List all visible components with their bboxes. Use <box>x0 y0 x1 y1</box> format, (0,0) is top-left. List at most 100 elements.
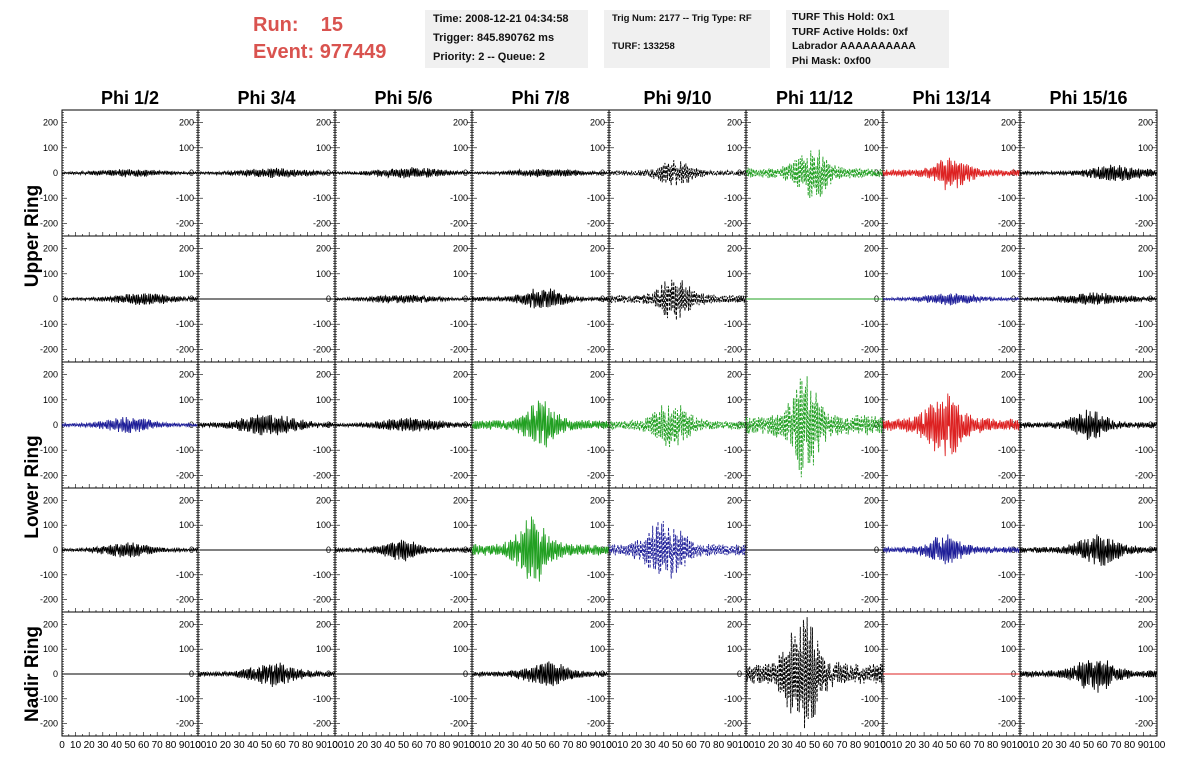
y-tick-label: 100 <box>43 269 58 279</box>
y-tick-label: 200 <box>1138 244 1153 254</box>
y-tick-label: 200 <box>453 370 468 380</box>
y-tick-label: 100 <box>43 644 58 654</box>
y-tick-label: -100 <box>313 445 331 455</box>
waveform-trace <box>471 168 610 178</box>
y-tick-label: 200 <box>727 495 742 505</box>
y-tick-label: 200 <box>1138 495 1153 505</box>
y-tick-label: 0 <box>737 168 742 178</box>
y-tick-label: -100 <box>40 570 58 580</box>
y-tick-label: -200 <box>861 344 879 354</box>
waveform-trace <box>334 417 473 432</box>
y-tick-label: 200 <box>590 118 605 128</box>
y-tick-label: 200 <box>453 244 468 254</box>
waveform-trace <box>334 167 473 179</box>
y-tick-label: 0 <box>737 545 742 555</box>
y-tick-label: 100 <box>864 520 879 530</box>
waveform-trace <box>1019 534 1158 566</box>
y-tick-label: 200 <box>727 118 742 128</box>
waveform-trace <box>197 414 336 436</box>
time-info-box: Time: 2008-12-21 04:34:58 Trigger: 845.8… <box>425 10 588 68</box>
y-tick-label: 200 <box>179 619 194 629</box>
y-tick-label: 100 <box>864 395 879 405</box>
y-tick-label: 100 <box>590 395 605 405</box>
y-tick-label: -200 <box>313 595 331 605</box>
y-tick-label: -200 <box>450 719 468 729</box>
y-tick-label: 100 <box>453 395 468 405</box>
waveform-trace <box>334 294 473 304</box>
waveform-trace <box>882 393 1021 457</box>
y-tick-label: 100 <box>727 143 742 153</box>
y-tick-label: -100 <box>40 694 58 704</box>
y-tick-label: 0 <box>53 545 58 555</box>
waveform-trace <box>608 521 747 579</box>
y-tick-label: -200 <box>587 719 605 729</box>
column-title: Phi 5/6 <box>374 88 432 108</box>
waveform-trace <box>471 400 610 448</box>
y-tick-label: 200 <box>316 619 331 629</box>
y-tick-label: -100 <box>176 319 194 329</box>
y-tick-label: -200 <box>587 470 605 480</box>
turf-active-text: TURF Active Holds: 0xf <box>792 25 908 38</box>
waveform-trace <box>1020 409 1158 441</box>
waveform-trace <box>883 292 1021 306</box>
y-tick-label: -200 <box>998 595 1016 605</box>
y-tick-label: 200 <box>43 495 58 505</box>
y-tick-label: 100 <box>864 269 879 279</box>
y-tick-label: -100 <box>40 193 58 203</box>
y-tick-label: -200 <box>587 595 605 605</box>
y-tick-label: 200 <box>590 495 605 505</box>
y-tick-label: 200 <box>727 370 742 380</box>
y-tick-label: -100 <box>1135 445 1153 455</box>
y-tick-label: -100 <box>998 445 1016 455</box>
y-tick-label: -100 <box>450 570 468 580</box>
y-tick-label: -200 <box>1135 595 1153 605</box>
y-tick-label: -200 <box>176 595 194 605</box>
y-tick-label: 100 <box>453 143 468 153</box>
y-tick-label: 100 <box>727 395 742 405</box>
y-tick-label: 0 <box>53 420 58 430</box>
y-tick-label: 100 <box>316 269 331 279</box>
waveform-trace <box>471 661 610 687</box>
waveform-trace <box>471 288 610 309</box>
y-tick-label: 200 <box>590 370 605 380</box>
priority-text: Priority: 2 -- Queue: 2 <box>433 51 545 63</box>
y-tick-label: 0 <box>53 294 58 304</box>
waveform-trace <box>61 416 199 434</box>
labrador-text: Labrador AAAAAAAAAA <box>792 40 916 52</box>
y-tick-label: 100 <box>590 644 605 654</box>
y-tick-label: -200 <box>724 218 742 228</box>
y-tick-label: -200 <box>998 344 1016 354</box>
column-title: Phi 7/8 <box>511 88 569 108</box>
y-tick-label: 200 <box>864 370 879 380</box>
trigger-text: Trigger: 845.890762 ms <box>433 32 555 44</box>
y-tick-label: 0 <box>53 669 58 679</box>
y-tick-label: 100 <box>43 520 58 530</box>
waveform-trace <box>197 167 336 179</box>
waveform-trace <box>61 293 199 305</box>
y-tick-label: -100 <box>724 694 742 704</box>
y-tick-label: -100 <box>861 570 879 580</box>
y-tick-label: -100 <box>587 445 605 455</box>
phi-mask-text: Phi Mask: 0xf00 <box>792 54 871 67</box>
y-tick-label: -200 <box>1135 218 1153 228</box>
run-line: Run: 15 <box>253 12 386 39</box>
y-tick-label: -100 <box>587 694 605 704</box>
y-tick-label: 100 <box>316 520 331 530</box>
y-tick-label: 100 <box>43 143 58 153</box>
y-tick-label: -200 <box>587 218 605 228</box>
y-tick-label: 100 <box>590 269 605 279</box>
y-tick-label: 200 <box>316 495 331 505</box>
row-title: Nadir Ring <box>22 626 43 722</box>
y-tick-label: -200 <box>313 344 331 354</box>
